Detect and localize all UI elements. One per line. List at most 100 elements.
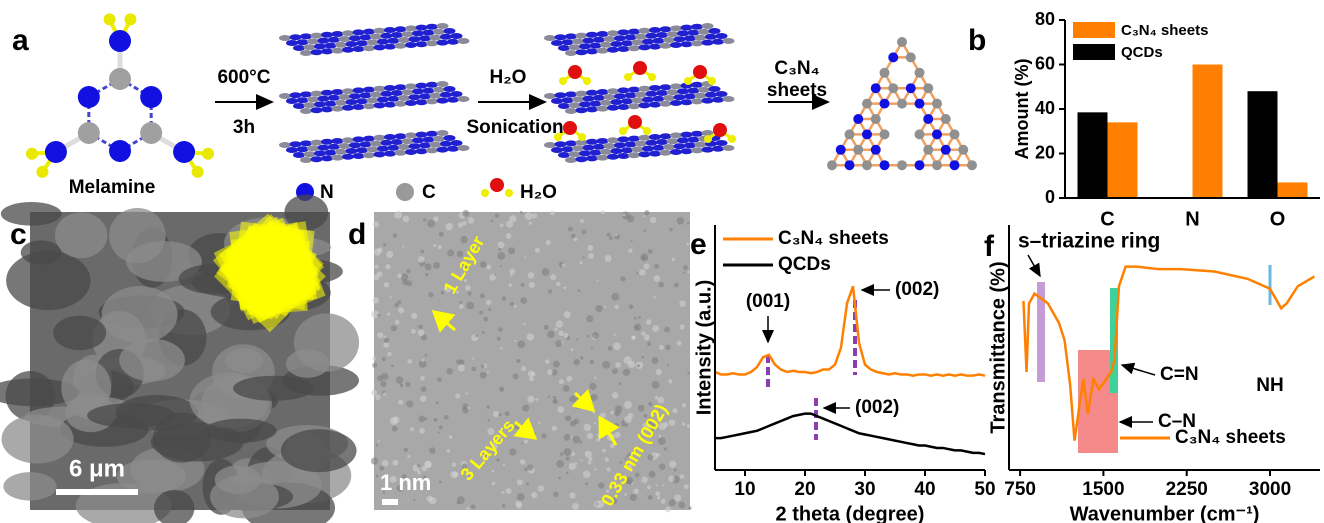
layer-atom: [660, 84, 672, 90]
noise: [483, 317, 488, 322]
noise: [610, 411, 613, 414]
noise: [682, 422, 685, 425]
noise: [438, 245, 442, 249]
layer-atom: [433, 29, 445, 35]
layer-atom: [286, 147, 298, 153]
noise: [498, 327, 503, 332]
atom: [932, 129, 942, 139]
noise: [509, 283, 512, 286]
atom: [648, 73, 656, 81]
layer-atom: [628, 103, 640, 109]
layer-atom: [419, 142, 431, 148]
noise: [635, 473, 640, 478]
layer-atom: [618, 87, 630, 93]
noise: [538, 422, 540, 424]
layer-atom: [440, 92, 452, 98]
noise: [667, 364, 669, 366]
layer-atom: [681, 25, 693, 31]
layer-atom: [660, 150, 672, 156]
line-series: [715, 414, 985, 454]
layer-atom: [325, 43, 337, 49]
noise: [560, 452, 563, 455]
layer-atom: [311, 49, 323, 55]
layer-atom: [562, 97, 574, 103]
noise: [566, 471, 569, 474]
noise: [688, 271, 691, 274]
noise: [437, 377, 442, 382]
layer-atom: [307, 38, 319, 44]
atom: [880, 68, 890, 78]
layer-atom: [684, 142, 696, 148]
noise: [524, 468, 527, 471]
noise: [486, 300, 491, 305]
layer-atom: [632, 97, 644, 103]
noise: [514, 305, 517, 308]
noise: [527, 333, 534, 340]
grain: [210, 475, 279, 519]
atom-legend-h: [481, 189, 489, 197]
layer-atom: [586, 139, 598, 145]
noise: [553, 396, 556, 399]
layer-atom: [332, 155, 344, 161]
layer-atom: [416, 25, 428, 31]
noise: [387, 313, 390, 316]
atom: [853, 114, 863, 124]
layer-atom: [565, 50, 577, 56]
layer-atom: [342, 30, 354, 36]
layer-atom: [586, 90, 598, 96]
noise: [491, 220, 493, 222]
noise: [585, 452, 587, 454]
layer-atom: [607, 154, 619, 160]
atom: [26, 148, 38, 160]
layer-atom: [353, 104, 365, 110]
noise: [391, 325, 397, 331]
layer-atom: [597, 31, 609, 37]
layer-atom: [576, 91, 588, 97]
bar: [1193, 65, 1223, 199]
layer-atom: [304, 102, 316, 108]
layer-atom: [360, 141, 372, 147]
layer-atom: [607, 88, 619, 94]
layer-atom: [342, 88, 354, 94]
noise: [542, 268, 550, 276]
noise: [611, 293, 619, 301]
atom: [862, 129, 872, 139]
noise: [526, 483, 529, 486]
annotation: (002): [855, 397, 899, 418]
noise: [372, 363, 377, 368]
layer-atom: [695, 142, 707, 148]
bar: [1078, 112, 1108, 198]
layer-atom: [688, 30, 700, 36]
layer-atom: [384, 134, 396, 140]
layer-atom: [695, 35, 707, 41]
layer-atom: [674, 36, 686, 42]
noise: [548, 289, 552, 293]
noise: [590, 360, 594, 364]
layer-atom: [660, 133, 672, 139]
noise: [392, 460, 398, 466]
layer-atom: [304, 151, 316, 157]
layer-atom: [300, 140, 312, 146]
layer-atom: [300, 157, 312, 163]
layer-atom: [342, 154, 354, 160]
noise: [420, 376, 425, 381]
noise: [615, 233, 618, 236]
noise: [480, 372, 487, 379]
noise: [558, 331, 563, 336]
layer-atom: [702, 40, 714, 46]
noise: [648, 495, 653, 500]
noise: [664, 327, 670, 333]
layer-atom: [367, 146, 379, 152]
layer-atom: [712, 97, 724, 103]
noise: [550, 274, 556, 280]
noise: [643, 230, 646, 233]
figure: a Melamine 600°C 3h H₂O Sonication N C H…: [0, 0, 1324, 523]
layer-atom: [311, 140, 323, 146]
noise: [562, 263, 566, 267]
noise: [596, 438, 600, 442]
layer-atom: [426, 98, 438, 104]
layer-atom: [558, 152, 570, 158]
layer-atom: [593, 37, 605, 43]
layer-atom: [667, 31, 679, 37]
noise: [656, 484, 658, 486]
